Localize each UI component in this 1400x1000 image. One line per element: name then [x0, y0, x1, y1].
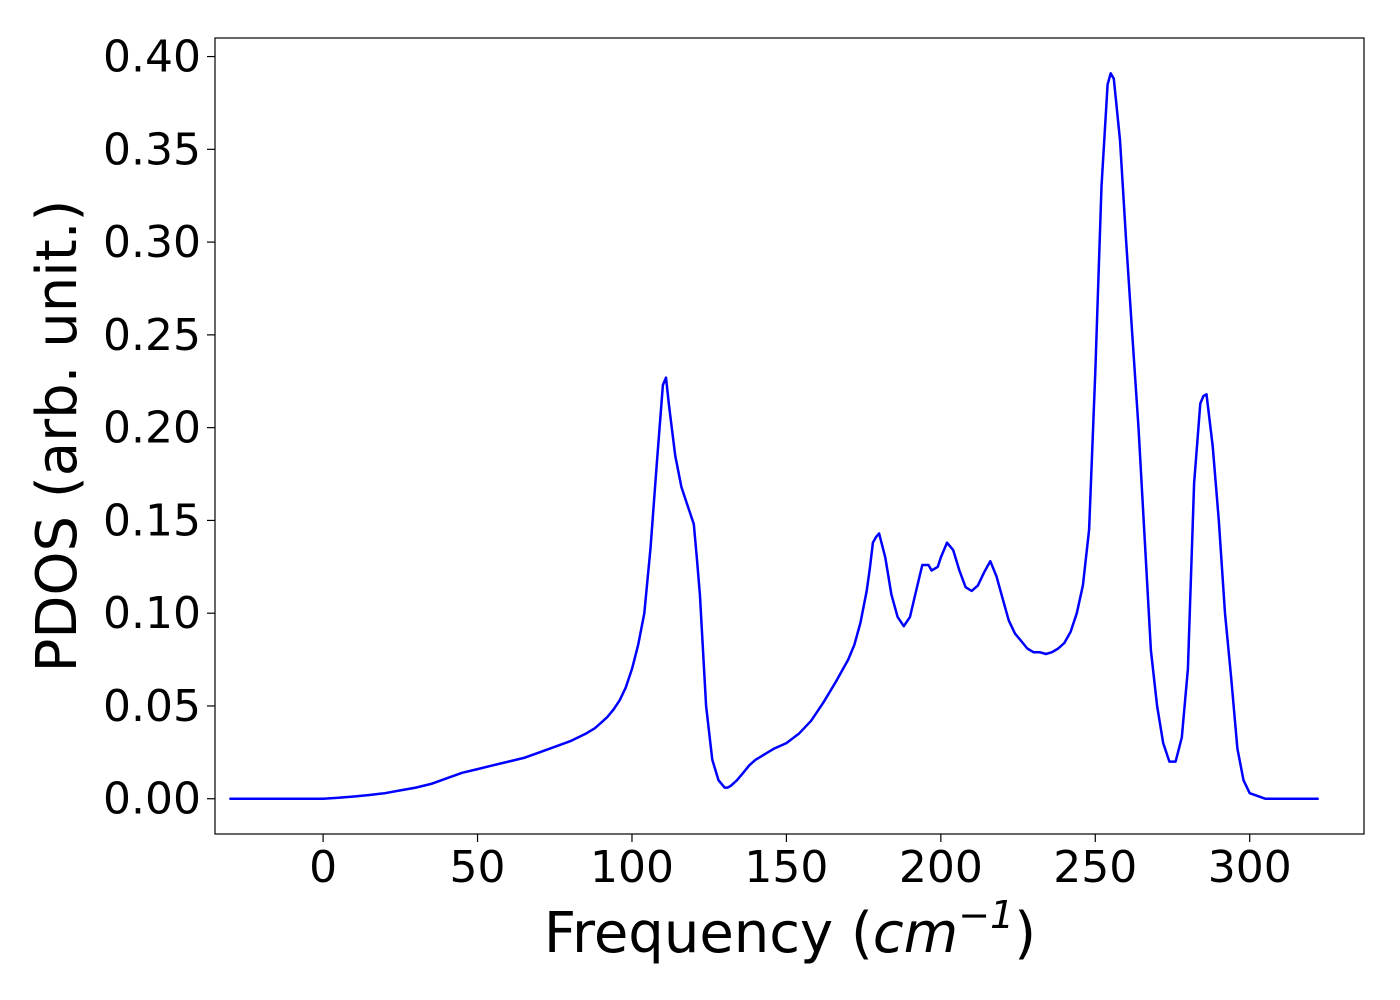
x-axis-unit-close: ) — [1014, 901, 1036, 966]
y-tick-label: 0.35 — [103, 124, 201, 175]
x-axis-unit-open: ( — [851, 901, 873, 966]
y-tick-label: 0.00 — [103, 774, 201, 825]
x-axis-ticks: 0 50 100 150 200 250 300 — [309, 834, 1292, 893]
y-axis-title: PDOS (arb. unit.) — [25, 200, 90, 673]
x-tick-label: 200 — [899, 842, 983, 893]
x-tick-label: 250 — [1053, 842, 1137, 893]
y-tick-label: 0.40 — [103, 32, 201, 83]
x-axis-unit-base: cm — [873, 901, 958, 966]
y-tick-label: 0.15 — [103, 495, 201, 546]
y-tick-label: 0.20 — [103, 403, 201, 454]
x-axis-title: Frequency (cm−1) — [544, 893, 1036, 966]
x-tick-label: 300 — [1208, 842, 1292, 893]
y-tick-label: 0.05 — [103, 681, 201, 732]
pdos-series-line — [229, 72, 1319, 800]
x-tick-label: 0 — [309, 842, 337, 893]
y-axis-ticks: 0.00 0.05 0.10 0.15 0.20 0.25 0.30 0.35 0.40 — [103, 32, 215, 825]
x-tick-label: 150 — [744, 842, 828, 893]
y-tick-label: 0.10 — [103, 588, 201, 639]
x-axis-title-text: Frequency — [544, 901, 833, 966]
x-tick-label: 50 — [450, 842, 506, 893]
x-axis-unit-exponent: −1 — [958, 893, 1014, 937]
x-tick-label: 100 — [590, 842, 674, 893]
y-tick-label: 0.25 — [103, 310, 201, 361]
y-tick-label: 0.30 — [103, 217, 201, 268]
plot-frame — [214, 37, 1365, 835]
